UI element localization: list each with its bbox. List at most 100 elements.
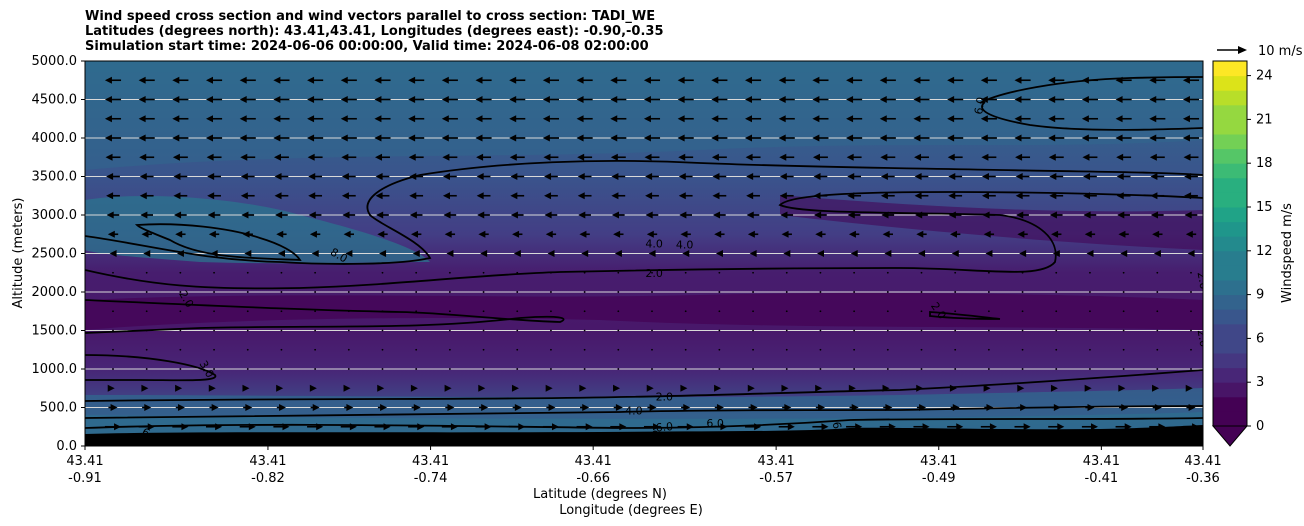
contour-label: 2.0 [645,267,663,280]
wind-vector [550,291,552,293]
wind-vector [987,368,990,370]
wind-vector-head [383,423,391,431]
wind-vector [617,310,620,313]
wind-vector-head [172,96,180,103]
contour-label: 2.0 [1195,271,1211,290]
wind-vector [550,271,552,274]
wind-vector-head [643,115,651,123]
wind-vector-head [983,230,991,238]
wind-vector-head [847,211,855,219]
wind-vector-head [442,173,450,180]
wind-vector-head [172,76,180,84]
wind-vector-head [104,115,112,123]
wind-vector-head [144,404,152,411]
wind-vector-head [442,153,450,161]
wind-vector-head [916,384,924,392]
wind-vector [785,291,788,293]
wind-vector-head [308,173,316,180]
wind-vector [1055,271,1058,274]
wind-vector [684,271,687,274]
wind-vector [213,291,215,293]
wind-vector-head [377,230,385,238]
wind-vector-head [509,134,517,142]
wind-vector [684,310,687,313]
wind-vector-head [1115,115,1123,123]
wind-vector-head [952,404,960,411]
wind-vector-head [273,115,281,123]
wind-vector-head [547,250,555,257]
wind-vector-head [109,250,117,257]
wind-vector-head [1124,423,1132,431]
wind-vector-head [476,153,484,161]
wind-vector [617,348,620,351]
y-axis-label: Altitude (meters) [11,198,26,309]
wind-vector-head [274,173,282,180]
wind-vector-head [173,192,181,200]
wind-vector-head [847,173,855,180]
wind-vector-head [1118,230,1126,238]
wind-vector-head [778,96,786,103]
wind-vector [1156,368,1159,370]
wind-vector-head [1082,153,1090,161]
wind-vector-head [114,423,122,431]
wind-vector-head [207,211,215,219]
contour-label: 2.0 [656,391,674,404]
wind-vector [954,271,957,274]
band-low-purple [85,292,1203,330]
contour-label: 4.0 [625,405,643,418]
wind-vector-head [141,384,149,392]
x-tick-label-lon: -0.36 [1186,471,1220,486]
wind-vector-head [273,96,281,103]
wind-vector [651,368,653,370]
colorbar-tick-label: 24 [1256,69,1273,84]
wind-vector [785,348,788,351]
wind-vector-head [206,134,214,142]
wind-vector-head [408,96,416,103]
wind-vector-head [211,404,219,411]
wind-vector [819,329,822,332]
wind-vector-head [686,423,694,431]
wind-vector-head [1115,134,1123,142]
wind-vector-head [240,192,248,200]
wind-vector-head [307,134,315,142]
colorbar-segment [1213,353,1247,369]
wind-vector-head [349,423,357,431]
wind-vector-head [784,404,792,411]
wind-vector [920,348,923,351]
wind-vector [482,368,485,370]
x-tick-label-lat: 43.41 [1083,454,1120,469]
wind-vector-head [1086,250,1094,257]
wind-vector-head [545,230,553,238]
wind-vector [415,368,418,370]
wind-vector-head [240,153,248,161]
wind-vector-head [1184,173,1192,180]
wind-vector-head [1083,192,1091,200]
band-upper-teal [85,61,1203,170]
wind-vector [381,310,384,313]
wind-vector-head [1053,404,1061,411]
x-axis-label-longitude: Longitude (degrees E) [559,503,703,518]
wind-vector-head [441,76,449,84]
wind-vector-head [781,230,789,238]
wind-vector [987,310,990,313]
wind-vector-head [888,423,896,431]
wind-vector-head [544,211,552,219]
y-tick-label: 500.0 [40,401,77,416]
wind-vector [314,368,317,370]
wind-vector [550,368,552,370]
x-tick-label-lat: 43.41 [249,454,286,469]
wind-vector-head [1149,134,1157,142]
wind-vector [381,368,384,370]
wind-vector-head [513,250,521,257]
wind-vector-head [307,153,315,161]
wind-vector-head [1017,384,1025,392]
wind-vector-head [548,404,556,411]
wind-vector-head [812,153,820,161]
wind-vector [1122,291,1125,293]
wind-vector-head [476,192,484,200]
wind-vector-head [713,211,721,219]
wind-vector-head [576,115,584,123]
wind-vector-head [1083,173,1091,180]
colorbar: 0 3 6 9 12 15 18 21 24 [1211,60,1273,447]
wind-vector-head [175,384,183,392]
